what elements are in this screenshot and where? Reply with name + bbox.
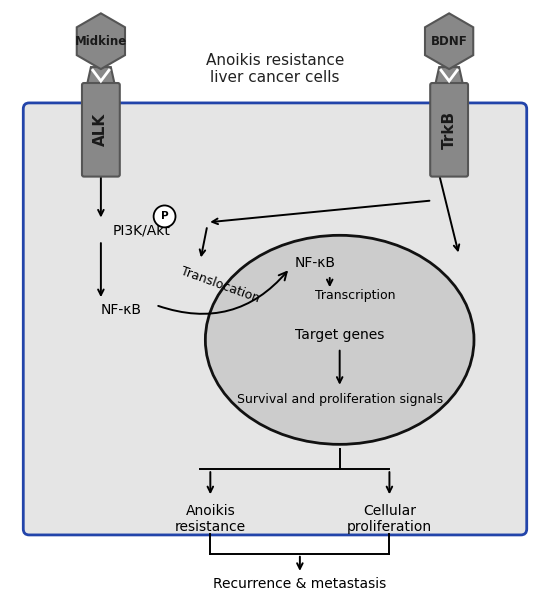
Text: Translocation: Translocation: [179, 265, 261, 305]
Text: Recurrence & metastasis: Recurrence & metastasis: [213, 577, 387, 591]
Ellipse shape: [205, 235, 474, 444]
Text: Midkine: Midkine: [75, 35, 127, 48]
Polygon shape: [87, 67, 115, 85]
FancyBboxPatch shape: [82, 83, 120, 176]
Circle shape: [153, 205, 175, 227]
Text: Survival and proliferation signals: Survival and proliferation signals: [236, 393, 443, 406]
Text: P: P: [161, 211, 168, 221]
Text: BDNF: BDNF: [431, 35, 468, 48]
Text: PI3K/Akt: PI3K/Akt: [113, 224, 170, 238]
Polygon shape: [425, 13, 473, 69]
Text: ALK: ALK: [94, 113, 108, 147]
Text: Anoikis
resistance: Anoikis resistance: [175, 504, 246, 534]
Text: Cellular
proliferation: Cellular proliferation: [347, 504, 432, 534]
Text: NF-κB: NF-κB: [101, 303, 142, 317]
FancyBboxPatch shape: [23, 103, 527, 535]
Text: Anoikis resistance
liver cancer cells: Anoikis resistance liver cancer cells: [206, 53, 344, 85]
FancyArrowPatch shape: [158, 272, 287, 314]
Text: Transcription: Transcription: [315, 288, 395, 302]
Polygon shape: [435, 67, 463, 85]
FancyBboxPatch shape: [430, 83, 468, 176]
Text: TrkB: TrkB: [442, 111, 456, 149]
Text: NF-κB: NF-κB: [295, 256, 336, 270]
Polygon shape: [77, 13, 125, 69]
Text: Target genes: Target genes: [295, 328, 384, 342]
